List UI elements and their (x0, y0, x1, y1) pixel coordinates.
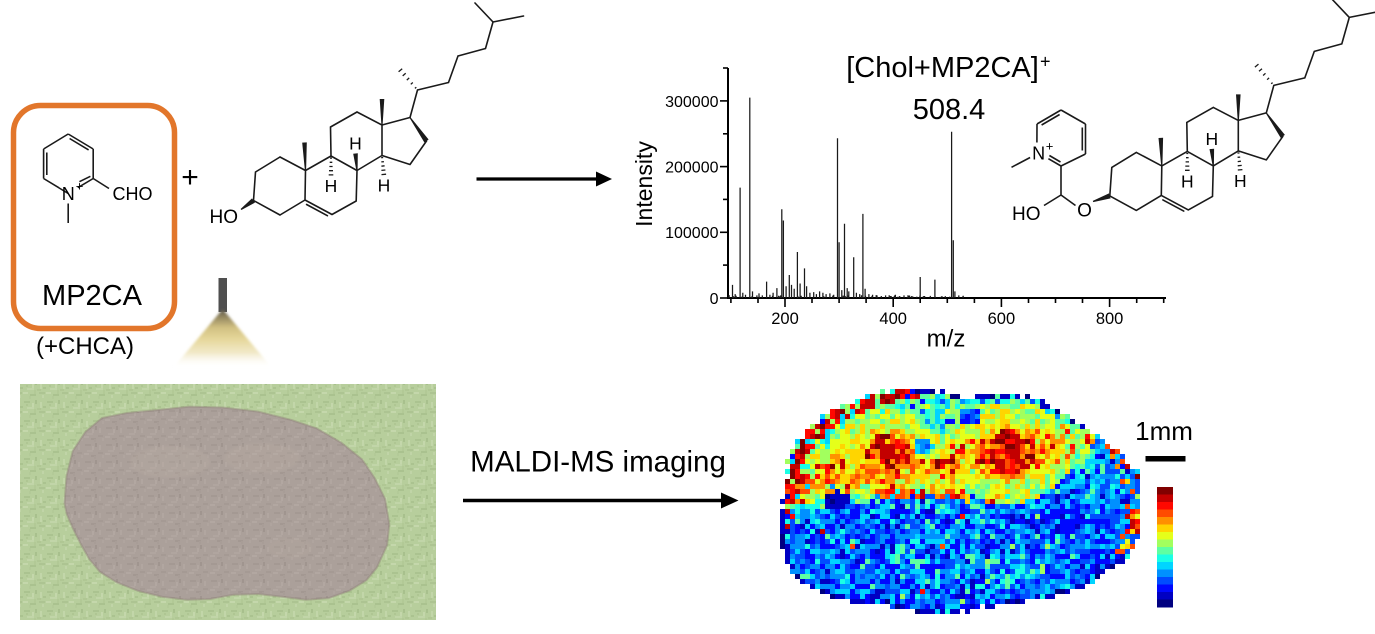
svg-text:+: + (1040, 52, 1051, 72)
svg-text:100000: 100000 (665, 225, 718, 242)
svg-text:H: H (1205, 129, 1218, 149)
svg-text:H: H (378, 176, 391, 196)
svg-text:[Chol+MP2CA]: [Chol+MP2CA] (846, 52, 1039, 84)
svg-text:400: 400 (879, 310, 907, 328)
svg-text:MALDI-MS imaging: MALDI-MS imaging (470, 446, 726, 479)
svg-text:HO: HO (1012, 204, 1041, 225)
svg-text:200: 200 (771, 310, 799, 328)
svg-text:N: N (1032, 143, 1045, 163)
svg-text:+: + (1046, 139, 1054, 154)
svg-text:MP2CA: MP2CA (42, 280, 143, 312)
svg-text:(+CHCA): (+CHCA) (36, 333, 134, 360)
svg-text:N: N (62, 184, 75, 204)
svg-text:1mm: 1mm (1135, 416, 1193, 446)
svg-text:800: 800 (1096, 310, 1124, 328)
svg-text:H: H (1181, 171, 1194, 191)
svg-text:H: H (349, 134, 362, 154)
svg-text:200000: 200000 (665, 160, 718, 177)
svg-text:600: 600 (988, 310, 1016, 328)
svg-text:O: O (1077, 201, 1092, 222)
svg-text:m/z: m/z (927, 326, 966, 353)
svg-text:CHO: CHO (113, 184, 153, 204)
svg-text:300000: 300000 (665, 94, 718, 111)
svg-text:+: + (181, 161, 199, 194)
svg-text:H: H (325, 176, 338, 196)
svg-text:0: 0 (710, 291, 719, 308)
svg-text:508.4: 508.4 (913, 94, 986, 126)
svg-text:HO: HO (210, 207, 239, 228)
svg-text:Intensity: Intensity (631, 141, 657, 227)
svg-text:H: H (1234, 171, 1247, 191)
svg-text:+: + (76, 179, 84, 194)
